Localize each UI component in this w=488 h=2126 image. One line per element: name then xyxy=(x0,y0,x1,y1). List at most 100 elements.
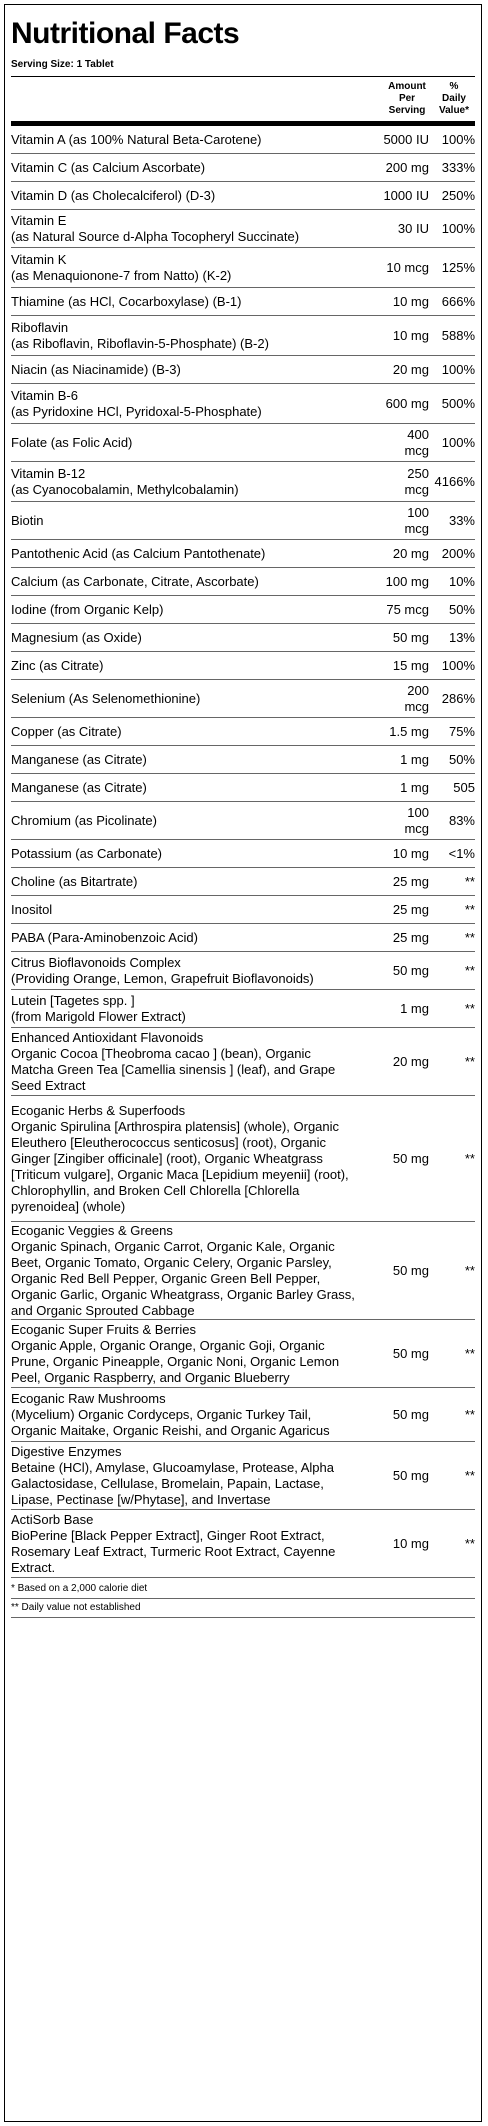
nutrient-name: Vitamin B-12 (as Cyanocobalamin, Methylco… xyxy=(11,465,239,497)
nutrient-amount: 100 mg xyxy=(385,573,429,589)
nutrient-name: Iodine (from Organic Kelp) xyxy=(11,601,164,617)
nutrient-amount: 10 mcg xyxy=(386,259,429,275)
nutrient-daily-value: <1% xyxy=(448,845,475,861)
nutrient-daily-value: 13% xyxy=(448,629,475,645)
daily-value-header: % Daily Value* xyxy=(433,81,475,117)
nutrient-daily-value: 100% xyxy=(441,131,475,147)
nutrient-name: Ecoganic Veggies & Greens Organic Spinach… xyxy=(11,1222,355,1318)
nutrient-amount: 10 mg xyxy=(392,327,429,343)
nutrient-amount: 50 mg xyxy=(392,1345,429,1361)
nutrient-row: Vitamin A (as 100% Natural Beta-Carotene… xyxy=(11,126,475,154)
column-header: Amount Per Serving % Daily Value* xyxy=(11,77,475,121)
nutrient-name: PABA (Para-Aminobenzoic Acid) xyxy=(11,929,198,945)
nutrient-name: Potassium (as Carbonate) xyxy=(11,845,163,861)
nutrient-row: Vitamin K (as Menaquionone-7 from Natto) … xyxy=(11,248,475,288)
nutrient-amount: 10 mg xyxy=(392,293,429,309)
nutrient-amount: 250 mcg xyxy=(404,465,429,497)
nutrient-name: Vitamin D (as Cholecalciferol) (D-3) xyxy=(11,187,216,203)
nutrient-name: Calcium (as Carbonate, Citrate, Ascorbat… xyxy=(11,573,259,589)
nutrient-daily-value: 33% xyxy=(448,512,475,528)
nutrient-name: Vitamin K (as Menaquionone-7 from Natto) … xyxy=(11,251,232,283)
nutrient-row: Iodine (from Organic Kelp) 75 mcg 50% xyxy=(11,596,475,624)
nutrient-name: Digestive Enzymes Betaine (HCl), Amylase,… xyxy=(11,1443,334,1507)
nutrient-row: PABA (Para-Aminobenzoic Acid) 25 mg ** xyxy=(11,924,475,952)
nutrient-amount: 200 mcg xyxy=(404,682,429,714)
nutrient-amount: 20 mg xyxy=(392,361,429,377)
page-title: Nutritional Facts xyxy=(11,17,240,50)
nutrient-daily-value: ** xyxy=(464,1535,475,1551)
nutrient-table: Vitamin A (as 100% Natural Beta-Carotene… xyxy=(11,126,475,1578)
nutrient-amount: 1 mg xyxy=(400,751,429,767)
nutrient-amount: 200 mg xyxy=(385,159,429,175)
nutrient-name: Thiamine (as HCl, Cocarboxylase) (B-1) xyxy=(11,293,242,309)
nutrient-daily-value: ** xyxy=(464,1262,475,1278)
nutrient-name: Inositol xyxy=(11,901,53,917)
nutrient-row: Digestive Enzymes Betaine (HCl), Amylase,… xyxy=(11,1442,475,1510)
nutrient-daily-value: ** xyxy=(464,1000,475,1016)
nutrient-daily-value: 250% xyxy=(441,187,475,203)
nutrient-name: Magnesium (as Oxide) xyxy=(11,629,142,645)
nutrient-row: Ecoganic Veggies & Greens Organic Spinach… xyxy=(11,1222,475,1320)
nutrient-row: Enhanced Antioxidant Flavonoids Organic C… xyxy=(11,1028,475,1096)
nutrient-row: Vitamin C (as Calcium Ascorbate) 200 mg 33… xyxy=(11,154,475,182)
nutrient-daily-value: 50% xyxy=(448,751,475,767)
nutrient-name: Ecoganic Herbs & Superfoods Organic Spiru… xyxy=(11,1102,349,1214)
nutrient-row: Magnesium (as Oxide) 50 mg 13% xyxy=(11,624,475,652)
nutrient-name: Biotin xyxy=(11,512,44,528)
nutrient-amount: 1000 IU xyxy=(383,187,429,203)
nutrient-row: Pantothenic Acid (as Calcium Pantothenat… xyxy=(11,540,475,568)
nutrient-daily-value: 505 xyxy=(453,779,475,795)
nutrient-row: Lutein [Tagetes spp. ] (from Marigold Flo… xyxy=(11,990,475,1028)
nutrient-daily-value: ** xyxy=(464,929,475,945)
nutrient-amount: 100 mcg xyxy=(404,504,429,536)
nutrient-row: Vitamin D (as Cholecalciferol) (D-3) 1000… xyxy=(11,182,475,210)
nutrient-row: Biotin 100 mcg 33% xyxy=(11,502,475,540)
amount-header-label: Amount Per Serving xyxy=(388,81,426,116)
nutrient-row: Manganese (as Citrate) 1 mg 50% xyxy=(11,746,475,774)
nutrient-amount: 75 mcg xyxy=(386,601,429,617)
amount-header: Amount Per Serving xyxy=(381,81,433,117)
nutrient-daily-value: 286% xyxy=(441,690,475,706)
nutrient-name: Enhanced Antioxidant Flavonoids Organic C… xyxy=(11,1029,336,1093)
nutrient-name: Zinc (as Citrate) xyxy=(11,657,104,673)
nutrient-daily-value: 4166% xyxy=(434,473,475,489)
nutrient-daily-value: 588% xyxy=(441,327,475,343)
nutrient-name: Citrus Bioflavonoids Complex (Providing O… xyxy=(11,954,314,986)
nutrient-row: Ecoganic Super Fruits & Berries Organic A… xyxy=(11,1320,475,1388)
nutrient-daily-value: 100% xyxy=(441,220,475,236)
thick-divider xyxy=(11,121,475,126)
footnote: ** Daily value not established xyxy=(11,1599,475,1618)
nutrient-amount: 20 mg xyxy=(392,545,429,561)
nutrient-row: Potassium (as Carbonate) 10 mg <1% xyxy=(11,840,475,868)
nutrient-daily-value: 50% xyxy=(448,601,475,617)
nutrient-amount: 30 IU xyxy=(397,220,429,236)
nutrient-amount: 25 mg xyxy=(392,873,429,889)
nutrient-row: Chromium (as Picolinate) 100 mcg 83% xyxy=(11,802,475,840)
nutrient-row: Calcium (as Carbonate, Citrate, Ascorbat… xyxy=(11,568,475,596)
nutrient-name: Niacin (as Niacinamide) (B-3) xyxy=(11,361,181,377)
nutrient-daily-value: 500% xyxy=(441,395,475,411)
nutrient-amount: 100 mcg xyxy=(404,804,429,836)
nutrient-row: Copper (as Citrate) 1.5 mg 75% xyxy=(11,718,475,746)
nutrient-amount: 50 mg xyxy=(392,629,429,645)
nutrient-daily-value: 100% xyxy=(441,657,475,673)
nutrient-name: Ecoganic Raw Mushrooms (Mycelium) Organic… xyxy=(11,1390,330,1438)
nutrient-amount: 400 mcg xyxy=(404,426,429,458)
nutrient-row: Ecoganic Herbs & Superfoods Organic Spiru… xyxy=(11,1096,475,1222)
nutrient-name: ActiSorb Base BioPerine [Black Pepper Ext… xyxy=(11,1511,336,1575)
nutrient-daily-value: 75% xyxy=(448,723,475,739)
nutrient-daily-value: 100% xyxy=(441,361,475,377)
nutrient-row: Choline (as Bitartrate) 25 mg ** xyxy=(11,868,475,896)
nutrient-name: Pantothenic Acid (as Calcium Pantothenat… xyxy=(11,545,266,561)
nutrient-amount: 1 mg xyxy=(400,779,429,795)
nutrient-amount: 50 mg xyxy=(392,1262,429,1278)
nutrient-daily-value: ** xyxy=(464,1345,475,1361)
footnotes: * Based on a 2,000 calorie diet ** Daily… xyxy=(11,1578,475,1618)
nutrient-name: Ecoganic Super Fruits & Berries Organic A… xyxy=(11,1321,340,1385)
nutrient-name: Chromium (as Picolinate) xyxy=(11,812,157,828)
daily-value-header-label: % Daily Value* xyxy=(438,81,470,116)
nutrient-daily-value: ** xyxy=(464,962,475,978)
footnote: * Based on a 2,000 calorie diet xyxy=(11,1580,475,1599)
nutrient-row: Vitamin E (as Natural Source d-Alpha Toco… xyxy=(11,210,475,248)
nutrient-daily-value: ** xyxy=(464,1053,475,1069)
